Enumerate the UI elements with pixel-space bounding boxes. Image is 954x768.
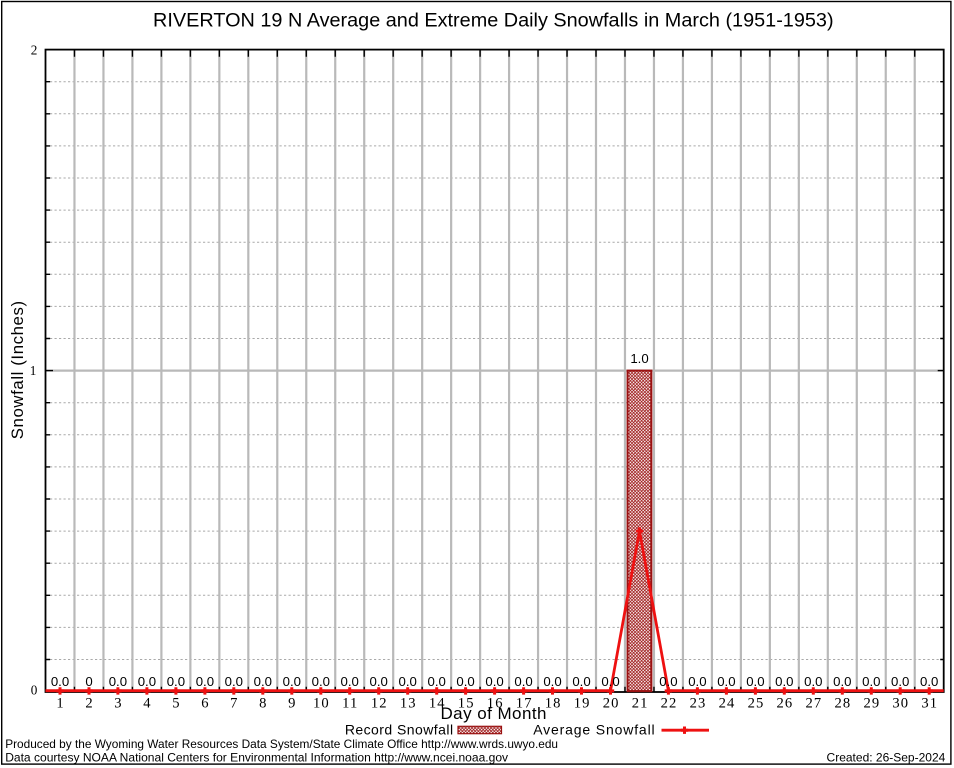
svg-text:27: 27 xyxy=(806,696,823,712)
svg-text:0: 0 xyxy=(85,674,92,689)
svg-text:21: 21 xyxy=(632,696,649,712)
svg-text:0.0: 0.0 xyxy=(428,674,446,689)
svg-text:0.0: 0.0 xyxy=(399,674,417,689)
svg-text:0.0: 0.0 xyxy=(659,674,677,689)
svg-text:0.0: 0.0 xyxy=(485,674,503,689)
svg-text:1: 1 xyxy=(56,696,63,712)
svg-text:0.0: 0.0 xyxy=(775,674,793,689)
svg-text:18: 18 xyxy=(545,696,562,712)
svg-text:0.0: 0.0 xyxy=(804,674,822,689)
svg-text:0.0: 0.0 xyxy=(920,674,938,689)
svg-text:0.0: 0.0 xyxy=(167,674,185,689)
svg-text:0.0: 0.0 xyxy=(514,674,532,689)
svg-text:Day of Month: Day of Month xyxy=(440,704,547,723)
svg-text:4: 4 xyxy=(143,696,151,712)
svg-text:20: 20 xyxy=(603,696,620,712)
svg-text:Record Snowfall: Record Snowfall xyxy=(345,722,454,738)
svg-text:2: 2 xyxy=(85,696,92,712)
svg-text:0.0: 0.0 xyxy=(572,674,590,689)
svg-text:24: 24 xyxy=(719,696,736,712)
svg-text:17: 17 xyxy=(516,696,533,712)
svg-text:12: 12 xyxy=(371,696,388,712)
svg-text:0.0: 0.0 xyxy=(312,674,330,689)
svg-text:23: 23 xyxy=(690,696,707,712)
svg-text:0.0: 0.0 xyxy=(891,674,909,689)
svg-text:0.0: 0.0 xyxy=(688,674,706,689)
svg-text:9: 9 xyxy=(288,696,295,712)
svg-text:7: 7 xyxy=(230,696,237,712)
svg-text:0.0: 0.0 xyxy=(109,674,127,689)
svg-text:8: 8 xyxy=(259,696,266,712)
svg-text:0.0: 0.0 xyxy=(456,674,474,689)
svg-text:31: 31 xyxy=(921,696,938,712)
svg-text:RIVERTON 19 N Average and Extr: RIVERTON 19 N Average and Extreme Daily … xyxy=(153,9,834,31)
svg-text:14: 14 xyxy=(429,696,446,712)
svg-text:16: 16 xyxy=(487,696,504,712)
svg-text:2: 2 xyxy=(31,42,38,57)
svg-text:3: 3 xyxy=(114,696,121,712)
svg-text:0.0: 0.0 xyxy=(51,674,69,689)
svg-text:22: 22 xyxy=(661,696,678,712)
svg-text:0.0: 0.0 xyxy=(862,674,880,689)
svg-text:11: 11 xyxy=(342,696,358,712)
svg-text:10: 10 xyxy=(313,696,330,712)
svg-text:Snowfall (Inches): Snowfall (Inches) xyxy=(8,300,27,439)
svg-text:19: 19 xyxy=(574,696,591,712)
svg-text:Produced by the Wyoming Water: Produced by the Wyoming Water Resources … xyxy=(5,737,558,751)
svg-text:25: 25 xyxy=(748,696,765,712)
svg-text:26: 26 xyxy=(777,696,794,712)
svg-text:1: 1 xyxy=(30,363,37,378)
svg-text:Created: 26-Sep-2024: Created: 26-Sep-2024 xyxy=(827,751,946,765)
svg-text:0.0: 0.0 xyxy=(196,674,214,689)
svg-text:1.0: 1.0 xyxy=(630,351,648,366)
svg-text:0.0: 0.0 xyxy=(138,674,156,689)
svg-text:28: 28 xyxy=(835,696,852,712)
svg-text:29: 29 xyxy=(864,696,881,712)
svg-text:0.0: 0.0 xyxy=(746,674,764,689)
svg-text:Average Snowfall: Average Snowfall xyxy=(533,722,655,738)
svg-text:0.0: 0.0 xyxy=(370,674,388,689)
svg-text:0.0: 0.0 xyxy=(717,674,735,689)
svg-text:0.0: 0.0 xyxy=(543,674,561,689)
svg-text:0: 0 xyxy=(31,683,38,698)
svg-text:0.0: 0.0 xyxy=(283,674,301,689)
svg-text:5: 5 xyxy=(172,696,179,712)
svg-text:0.0: 0.0 xyxy=(225,674,243,689)
svg-text:30: 30 xyxy=(892,696,909,712)
svg-text:0.0: 0.0 xyxy=(833,674,851,689)
svg-text:0.0: 0.0 xyxy=(254,674,272,689)
svg-text:Data courtesy NOAA National Ce: Data courtesy NOAA National Centers for … xyxy=(5,751,508,765)
svg-text:15: 15 xyxy=(458,696,475,712)
svg-text:0.0: 0.0 xyxy=(601,674,619,689)
svg-text:6: 6 xyxy=(201,696,208,712)
svg-text:13: 13 xyxy=(400,696,417,712)
svg-text:0.0: 0.0 xyxy=(341,674,359,689)
